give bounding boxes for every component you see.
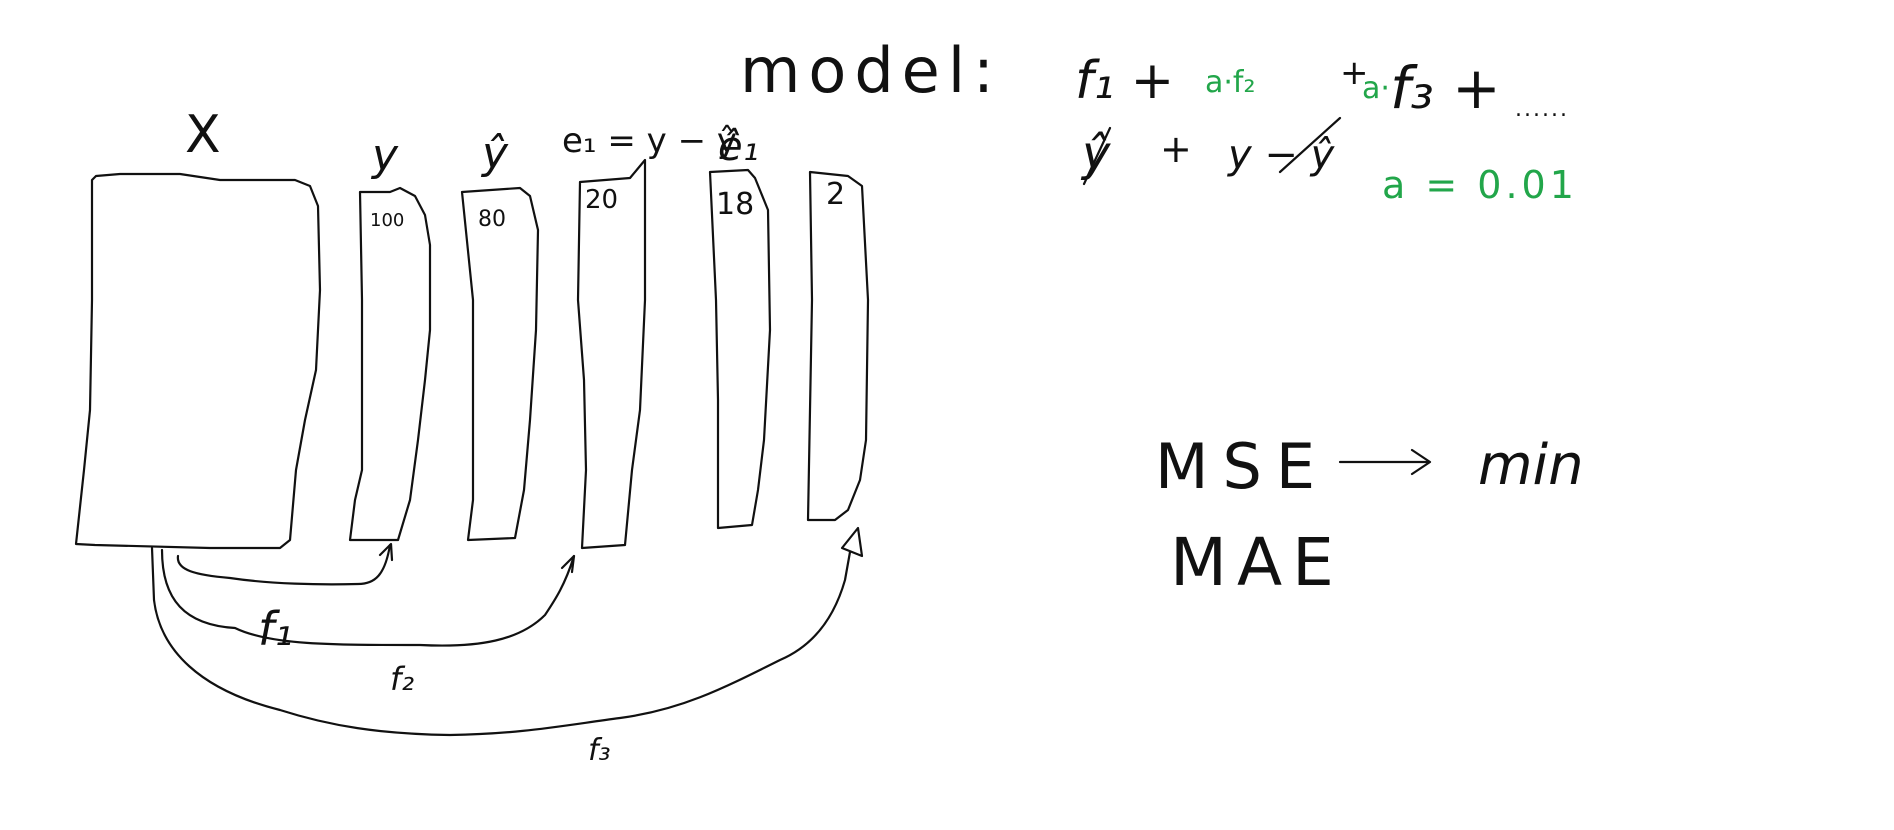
column-e1-value: 20 [585, 185, 618, 215]
formula-f1: f₁ + [1075, 51, 1174, 111]
column-e1-hat [708, 168, 772, 530]
arrow-f1-label: f₁ [258, 602, 293, 656]
arrow-f3-label: f₃ [588, 733, 611, 768]
arrow-f2 [160, 548, 576, 647]
column-y-label: y [370, 130, 399, 181]
strike-y-hat [1082, 126, 1112, 186]
matrix-x-box [74, 172, 322, 550]
column-e1 [576, 158, 647, 550]
arrow-f1 [176, 543, 392, 586]
formula-f3: f₃ + [1390, 54, 1501, 122]
loss-min: min [1478, 433, 1584, 498]
arrow-to-min [1338, 448, 1432, 476]
model-title: model: [740, 34, 1002, 107]
loss-mse: MSE [1155, 430, 1329, 503]
formula-a-coef: a· [1362, 71, 1390, 106]
matrix-x-label: X [185, 105, 221, 165]
column-y-value: 100 [370, 210, 404, 231]
column-residual-2 [806, 170, 870, 522]
column-y-hat-value: 80 [478, 207, 506, 232]
formula-plus: + [1340, 53, 1369, 93]
arrow-f2-label: f₂ [390, 660, 414, 698]
learning-rate: a = 0.01 [1382, 163, 1578, 207]
formula-dots: ...... [1515, 97, 1569, 122]
column-y [348, 186, 432, 542]
formula-plus-2: + [1160, 127, 1192, 171]
loss-mae: MAE [1170, 524, 1344, 601]
arrow-f3 [150, 546, 852, 737]
strike-residual [1278, 116, 1342, 174]
column-e1-hat-value: 18 [716, 187, 754, 222]
arrow-f1-head [378, 542, 394, 562]
column-residual-2-value: 2 [826, 177, 845, 212]
column-y-hat [460, 186, 540, 542]
formula-a-f2: a·f₂ [1205, 65, 1256, 100]
arrow-f2-head [560, 554, 576, 574]
arrow-f3-head [840, 526, 864, 558]
column-e1-label: e₁ = y − ŷ [562, 121, 737, 161]
column-e1-hat-label: ê₁ [718, 124, 759, 170]
column-y-hat-label: ŷ [480, 128, 509, 179]
